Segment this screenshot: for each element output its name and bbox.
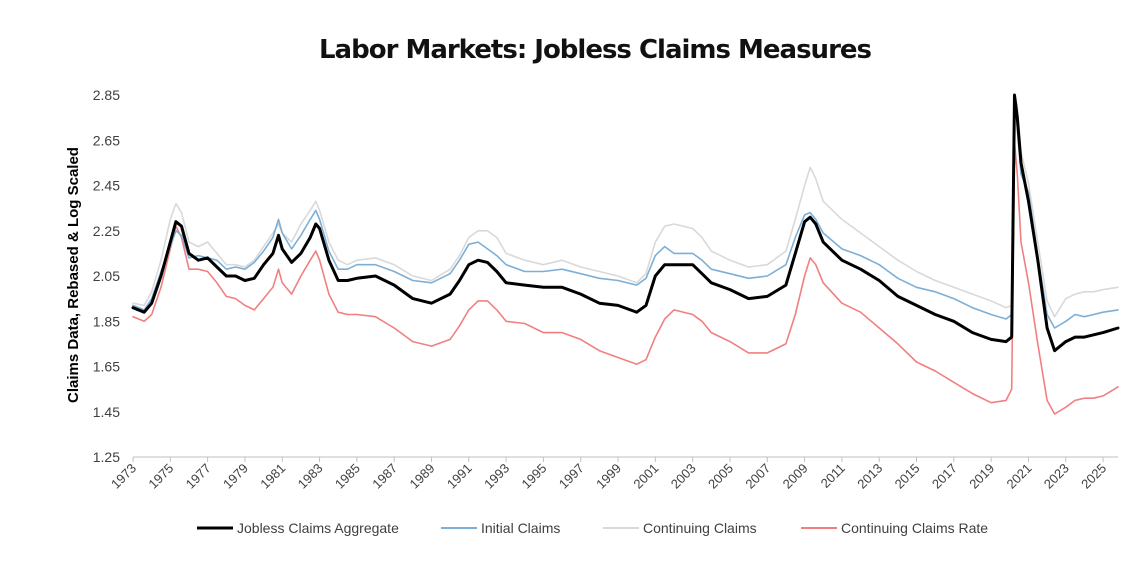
legend: Jobless Claims Aggregate Initial Claims Co… (197, 520, 988, 536)
x-tick-label: 2003 (668, 461, 699, 492)
y-tick-label: 2.25 (93, 223, 120, 239)
x-tick-label: 1975 (145, 461, 176, 492)
x-tick-label: 2015 (892, 461, 923, 492)
x-tick-label: 2005 (705, 461, 736, 492)
y-axis-ticks: 2.85 2.65 2.45 2.25 2.05 1.85 1.65 1.45 1.25 (93, 87, 120, 465)
y-tick-label: 1.45 (93, 404, 120, 420)
series-lines (131, 93, 1120, 415)
x-tick-label: 1987 (369, 461, 400, 492)
legend-label: Jobless Claims Aggregate (237, 520, 399, 536)
x-tick-label: 1983 (295, 461, 326, 492)
x-tick-label: 1993 (481, 461, 512, 492)
x-tick-label: 2007 (742, 461, 773, 492)
series-line-jobless-claims-aggregate (131, 93, 1120, 353)
y-tick-label: 1.25 (93, 449, 120, 465)
legend-label: Initial Claims (481, 520, 560, 536)
x-tick-label: 2001 (630, 461, 661, 492)
series-line-continuing-claims-rate (132, 141, 1119, 415)
x-tick-label: 1999 (593, 461, 624, 492)
x-tick-label: 2011 (818, 461, 848, 491)
legend-label: Continuing Claims Rate (841, 520, 988, 536)
y-tick-label: 2.45 (93, 178, 120, 194)
series-line-initial-claims (132, 94, 1119, 329)
x-tick-label: 1989 (407, 461, 438, 492)
series-line-continuing-claims (132, 94, 1119, 318)
x-tick-label: 1981 (257, 461, 288, 492)
y-tick-label: 1.85 (93, 313, 120, 329)
y-tick-label: 2.05 (93, 268, 120, 284)
y-tick-label: 2.65 (93, 132, 120, 148)
x-tick-label: 1973 (108, 461, 139, 492)
chart-title: Labor Markets: Jobless Claims Measures (319, 35, 872, 65)
x-tick-label: 1979 (220, 461, 251, 492)
legend-label: Continuing Claims (643, 520, 757, 536)
x-tick-label: 1995 (518, 461, 549, 492)
y-tick-label: 2.85 (93, 87, 120, 103)
x-tick-label: 2013 (854, 461, 885, 492)
x-tick-label: 2017 (929, 461, 960, 492)
x-tick-label: 2019 (966, 461, 997, 492)
x-tick-label: 2023 (1041, 461, 1072, 492)
x-tick-label: 2009 (780, 461, 811, 492)
y-axis-label: Claims Data, Rebased & Log Scaled (65, 147, 82, 403)
y-tick-label: 1.65 (93, 359, 120, 375)
x-tick-label: 1991 (444, 461, 475, 492)
x-axis-ticks: 1973 1975 1977 1979 1981 1983 1985 1987 1989 1991… (108, 457, 1109, 492)
x-tick-label: 1977 (183, 461, 214, 492)
x-tick-label: 1997 (556, 461, 587, 492)
x-tick-label: 1985 (332, 461, 363, 492)
x-tick-label: 2025 (1078, 461, 1109, 492)
x-tick-label: 2021 (1004, 461, 1035, 492)
